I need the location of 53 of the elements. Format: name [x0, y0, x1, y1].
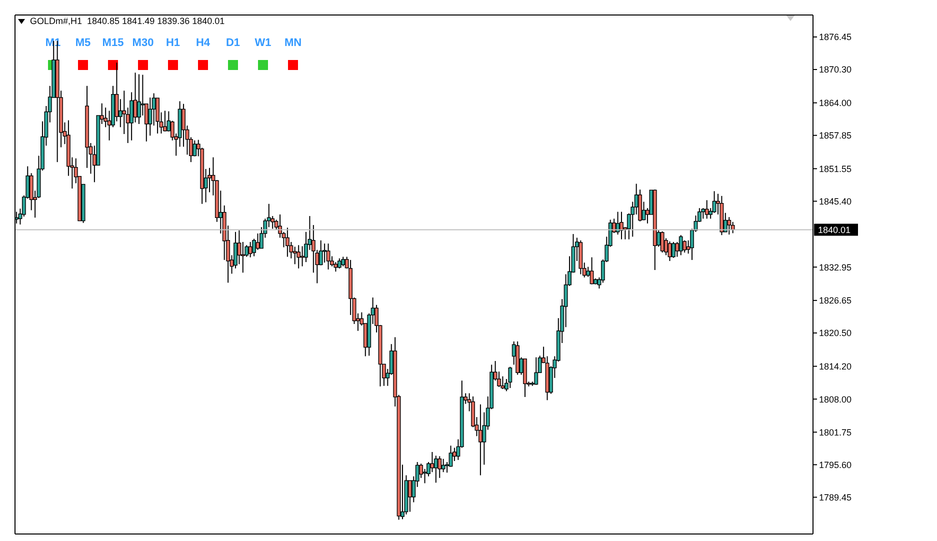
y-tick-label: 1832.95 [819, 262, 852, 272]
y-tick-label: 1876.45 [819, 32, 852, 42]
y-tick-label: 1851.55 [819, 164, 852, 174]
annotation: H4 [194, 37, 212, 49]
candlestick [590, 256, 594, 285]
y-tick-label: 1845.40 [819, 196, 852, 206]
candlestick [701, 208, 706, 220]
y-tick-label: 1814.20 [819, 361, 852, 372]
candlestick [286, 227, 290, 258]
y-tick-label: 1864.00 [819, 98, 852, 108]
candlestick [704, 200, 709, 220]
candlestick [408, 480, 412, 512]
candlestick [478, 404, 482, 476]
annotation: M15 [101, 37, 125, 49]
candlestick [248, 241, 252, 258]
annotation: MN [283, 37, 303, 49]
y-tick-label: 1808.00 [819, 394, 852, 404]
chart-title: GOLDm#,H1 1840.85 1841.49 1839.36 1840.01 [30, 16, 225, 26]
candlestick [441, 458, 446, 473]
annotation: H1 [164, 37, 182, 49]
candlestick [660, 230, 664, 254]
candlestick [668, 240, 672, 262]
annotation: M5 [74, 37, 92, 49]
candlestick [256, 233, 260, 250]
candlestick [137, 74, 141, 124]
candlestick [508, 366, 512, 388]
candlestick [678, 234, 683, 256]
ref-line-label: 1840.01 [818, 225, 851, 236]
annotation: W1 [254, 37, 272, 49]
candlestick [337, 258, 342, 269]
candlestick [156, 98, 160, 134]
candlestick [148, 97, 152, 136]
y-tick-label: 1795.60 [819, 460, 852, 470]
candlestick [296, 244, 301, 269]
candlestick [292, 246, 297, 265]
annotation: M30 [131, 37, 155, 49]
candlestick [727, 216, 732, 236]
candlestick [326, 243, 330, 270]
candlestick [500, 376, 505, 390]
y-tick-label: 1801.75 [819, 427, 852, 438]
candlestick [192, 140, 197, 157]
candlestick [438, 456, 442, 478]
y-tick-label: 1826.65 [819, 296, 852, 306]
candlestick [534, 356, 538, 386]
y-tick-label: 1820.50 [819, 328, 852, 338]
annotation: D1 [224, 37, 242, 49]
y-tick-label: 1789.45 [819, 492, 852, 502]
candlestick [341, 256, 346, 267]
candlestick [672, 241, 676, 258]
y-tick-label: 1857.85 [819, 130, 852, 141]
y-tick-label: 1870.30 [819, 64, 852, 75]
candlestick [682, 240, 687, 254]
candlestick [620, 211, 624, 240]
